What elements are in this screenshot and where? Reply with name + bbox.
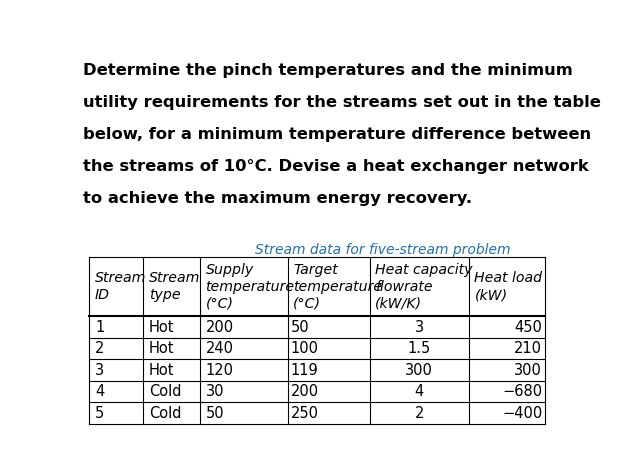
Text: 119: 119	[290, 363, 318, 377]
Text: 240: 240	[206, 341, 233, 356]
Text: 1: 1	[95, 320, 105, 335]
Text: 5: 5	[95, 406, 105, 421]
Text: 210: 210	[514, 341, 542, 356]
Text: Heat load
(kW): Heat load (kW)	[474, 272, 543, 302]
Text: Cold: Cold	[149, 384, 181, 399]
Text: −400: −400	[502, 406, 542, 421]
Text: 50: 50	[290, 320, 309, 335]
Text: 50: 50	[206, 406, 224, 421]
Text: 3: 3	[415, 320, 423, 335]
Text: Target
temperature
(°C): Target temperature (°C)	[293, 263, 383, 311]
Text: Determine the pinch temperatures and the minimum: Determine the pinch temperatures and the…	[83, 63, 573, 78]
Text: utility requirements for the streams set out in the table: utility requirements for the streams set…	[83, 95, 601, 110]
Text: 300: 300	[405, 363, 433, 377]
Text: 4: 4	[95, 384, 105, 399]
Text: 1.5: 1.5	[407, 341, 431, 356]
Text: 2: 2	[95, 341, 105, 356]
Text: below, for a minimum temperature difference between: below, for a minimum temperature differe…	[83, 127, 591, 142]
Text: Hot: Hot	[149, 320, 175, 335]
Text: −680: −680	[502, 384, 542, 399]
Text: 300: 300	[514, 363, 542, 377]
Text: 450: 450	[514, 320, 542, 335]
Text: Cold: Cold	[149, 406, 181, 421]
Text: 3: 3	[95, 363, 104, 377]
Text: the streams of 10°C. Devise a heat exchanger network: the streams of 10°C. Devise a heat excha…	[83, 159, 589, 174]
Text: Hot: Hot	[149, 363, 175, 377]
Text: Stream
ID: Stream ID	[95, 272, 147, 302]
Text: 100: 100	[290, 341, 318, 356]
Text: Supply
temperature
(°C): Supply temperature (°C)	[206, 263, 295, 311]
Text: Heat capacity
flowrate
(kW/K): Heat capacity flowrate (kW/K)	[375, 263, 473, 311]
Text: 250: 250	[290, 406, 318, 421]
Text: to achieve the maximum energy recovery.: to achieve the maximum energy recovery.	[83, 191, 472, 206]
Text: 200: 200	[290, 384, 319, 399]
Text: Stream data for five-stream problem: Stream data for five-stream problem	[255, 244, 511, 258]
Text: 2: 2	[415, 406, 424, 421]
Text: 30: 30	[206, 384, 224, 399]
Text: Hot: Hot	[149, 341, 175, 356]
Text: 120: 120	[206, 363, 233, 377]
Text: 4: 4	[415, 384, 424, 399]
Text: Stream
type: Stream type	[149, 272, 201, 302]
Text: 200: 200	[206, 320, 233, 335]
